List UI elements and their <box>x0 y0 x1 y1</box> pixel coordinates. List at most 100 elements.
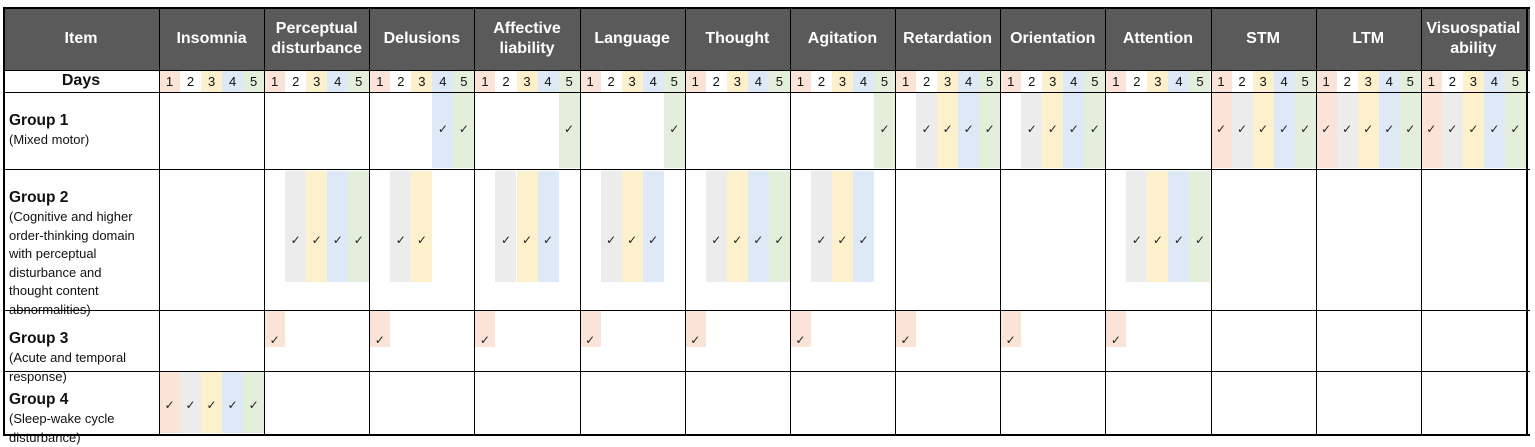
grid-line-vertical <box>159 7 160 434</box>
grid-line-vertical <box>580 7 581 434</box>
check-mark: ✓ <box>580 332 601 348</box>
days-label: Days <box>3 70 159 92</box>
check-mark: ✓ <box>685 332 706 348</box>
check-mark: ✓ <box>832 232 853 248</box>
check-mark: ✓ <box>769 232 790 248</box>
day-number: 3 <box>622 70 643 92</box>
day-number: 1 <box>1000 70 1021 92</box>
check-mark: ✓ <box>1337 121 1358 137</box>
day-number: 5 <box>1400 70 1421 92</box>
day-number: 3 <box>201 70 222 92</box>
check-mark: ✓ <box>538 232 559 248</box>
grid-line-vertical <box>1316 7 1317 434</box>
day-number: 2 <box>601 70 622 92</box>
group-description-line: order-thinking domain <box>9 227 157 246</box>
day-number: 1 <box>474 70 495 92</box>
check-mark: ✓ <box>874 121 895 137</box>
day-number: 2 <box>1442 70 1463 92</box>
group-description-line: with perceptual <box>9 245 157 264</box>
grid-line-vertical <box>1000 7 1001 434</box>
grid-line-vertical <box>1421 7 1422 434</box>
day-number: 5 <box>979 70 1000 92</box>
day-number: 3 <box>727 70 748 92</box>
check-mark: ✓ <box>390 232 411 248</box>
column-header: Retardation <box>895 7 1000 70</box>
check-mark: ✓ <box>643 232 664 248</box>
marked-day-cell <box>622 171 643 282</box>
check-mark: ✓ <box>1042 121 1063 137</box>
day-number: 3 <box>832 70 853 92</box>
column-header: Insomnia <box>159 7 264 70</box>
check-mark: ✓ <box>1274 121 1295 137</box>
day-number: 4 <box>1379 70 1400 92</box>
marked-day-cell <box>727 171 748 282</box>
day-number: 4 <box>1274 70 1295 92</box>
day-number: 5 <box>874 70 895 92</box>
marked-day-cell <box>643 171 664 282</box>
day-number: 5 <box>664 70 685 92</box>
day-number: 4 <box>1484 70 1505 92</box>
check-mark: ✓ <box>495 232 516 248</box>
marked-day-cell <box>1126 171 1147 282</box>
marked-day-cell <box>495 171 516 282</box>
day-number: 2 <box>1337 70 1358 92</box>
check-mark: ✓ <box>159 397 180 413</box>
check-mark: ✓ <box>306 232 327 248</box>
group-title: Group 2 <box>9 188 68 208</box>
check-mark: ✓ <box>1484 121 1505 137</box>
check-mark: ✓ <box>517 232 538 248</box>
grid-line-vertical <box>369 7 370 434</box>
group-description-line: (Mixed motor) <box>9 131 157 150</box>
column-header: Delusions <box>369 7 474 70</box>
check-mark: ✓ <box>916 121 937 137</box>
grid-line-horizontal <box>3 434 1530 436</box>
marked-day-cell <box>706 171 727 282</box>
check-mark: ✓ <box>559 121 580 137</box>
marked-day-cell <box>748 171 769 282</box>
column-header: Thought <box>685 7 790 70</box>
day-number: 2 <box>390 70 411 92</box>
day-number: 3 <box>1253 70 1274 92</box>
day-number: 3 <box>411 70 432 92</box>
header-item-label: Item <box>3 7 159 70</box>
group-title: Group 3 <box>9 329 68 349</box>
column-header: Language <box>580 7 685 70</box>
check-mark: ✓ <box>369 332 390 348</box>
day-number: 1 <box>895 70 916 92</box>
column-header: Visuospatial ability <box>1421 7 1526 70</box>
day-number: 2 <box>180 70 201 92</box>
marked-day-cell <box>853 171 874 282</box>
group-title: Group 4 <box>9 390 68 410</box>
group-title: Group 1 <box>9 111 68 131</box>
marked-day-cell <box>411 171 432 282</box>
day-number: 3 <box>1358 70 1379 92</box>
check-mark: ✓ <box>1189 232 1210 248</box>
check-mark: ✓ <box>1379 121 1400 137</box>
check-mark: ✓ <box>727 232 748 248</box>
grid-line-vertical <box>685 7 686 434</box>
check-mark: ✓ <box>1400 121 1421 137</box>
check-mark: ✓ <box>790 332 811 348</box>
grid-line-horizontal <box>3 169 1530 170</box>
grid-line-vertical <box>790 7 791 434</box>
marked-day-cell <box>1147 171 1168 282</box>
column-header: Agitation <box>790 7 895 70</box>
grid-line-vertical <box>1211 7 1212 434</box>
check-mark: ✓ <box>979 121 1000 137</box>
day-number: 4 <box>853 70 874 92</box>
day-number: 4 <box>538 70 559 92</box>
marked-day-cell <box>832 171 853 282</box>
check-mark: ✓ <box>285 232 306 248</box>
check-mark: ✓ <box>327 232 348 248</box>
day-number: 3 <box>306 70 327 92</box>
day-number: 5 <box>1084 70 1105 92</box>
check-mark: ✓ <box>748 232 769 248</box>
day-number: 2 <box>495 70 516 92</box>
marked-day-cell <box>390 171 411 282</box>
day-number: 4 <box>1168 70 1189 92</box>
day-number: 2 <box>1232 70 1253 92</box>
grid-line-vertical <box>1105 7 1106 434</box>
